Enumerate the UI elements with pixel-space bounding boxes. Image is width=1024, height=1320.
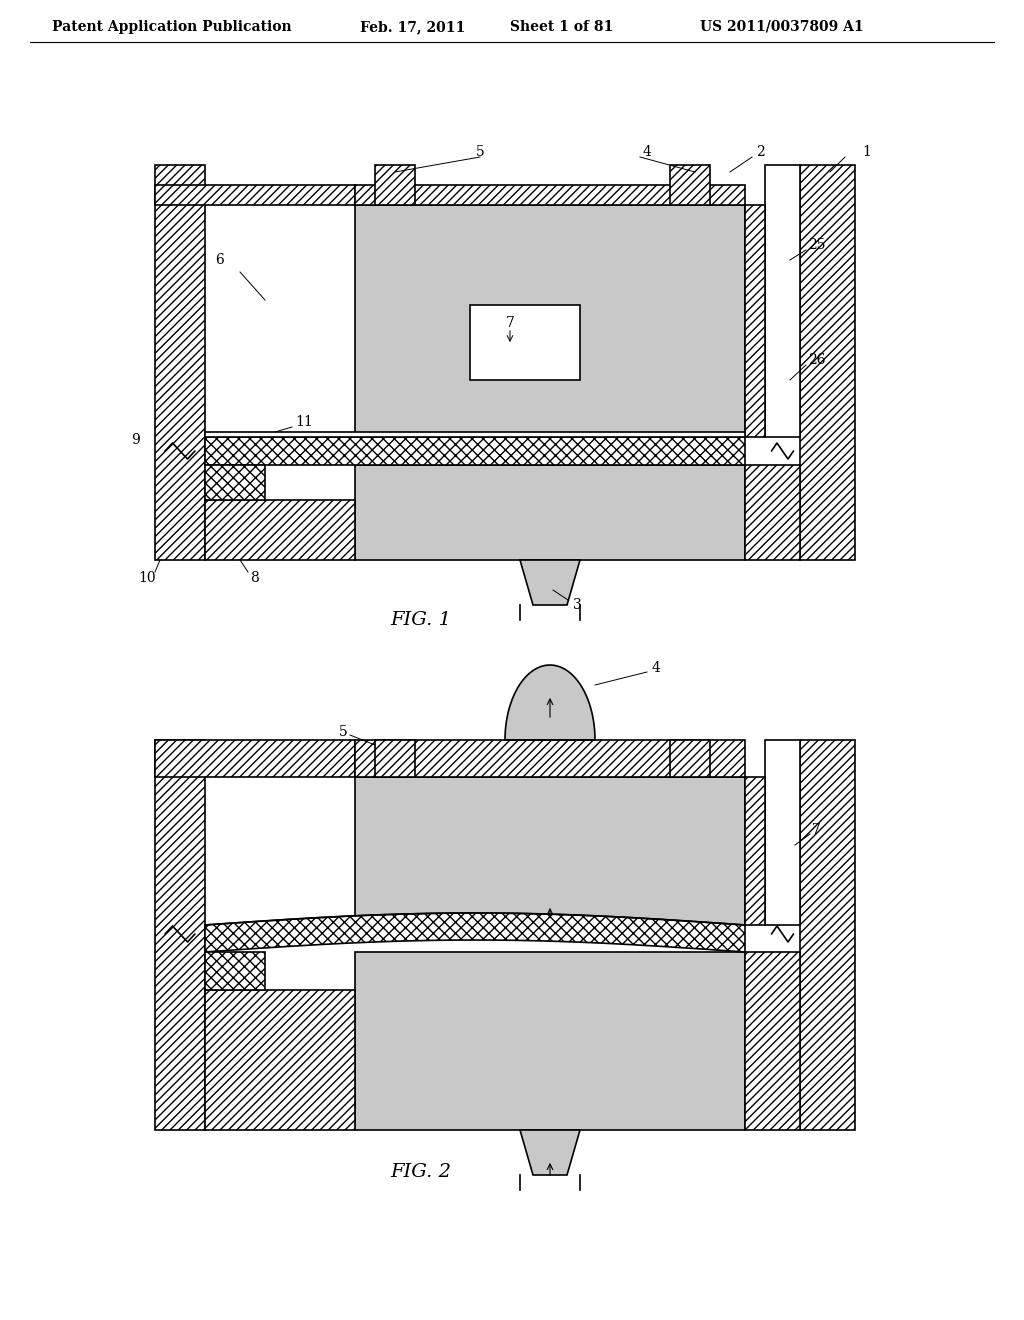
Bar bbox=[155, 165, 855, 560]
Bar bbox=[155, 741, 355, 777]
Text: Sheet 1 of 81: Sheet 1 of 81 bbox=[510, 20, 613, 34]
Text: 3: 3 bbox=[573, 598, 582, 612]
Bar bbox=[205, 437, 745, 465]
Bar bbox=[355, 777, 745, 925]
Polygon shape bbox=[205, 913, 745, 952]
Bar bbox=[205, 432, 745, 437]
Bar bbox=[205, 990, 355, 1130]
Text: 4: 4 bbox=[643, 145, 652, 158]
Polygon shape bbox=[505, 665, 595, 741]
Text: 26: 26 bbox=[808, 352, 825, 367]
Bar bbox=[800, 741, 855, 1130]
Bar bbox=[375, 741, 415, 777]
Text: 25: 25 bbox=[808, 238, 825, 252]
Bar bbox=[470, 305, 580, 380]
Bar bbox=[745, 205, 765, 437]
Text: 11: 11 bbox=[295, 414, 312, 429]
Bar bbox=[205, 465, 265, 500]
Bar bbox=[765, 165, 800, 437]
Bar bbox=[355, 205, 745, 437]
Bar bbox=[745, 952, 800, 1130]
Text: 2: 2 bbox=[756, 145, 765, 158]
Text: Patent Application Publication: Patent Application Publication bbox=[52, 20, 292, 34]
Bar bbox=[355, 185, 745, 205]
Bar bbox=[355, 741, 745, 777]
Bar bbox=[155, 165, 205, 560]
Bar bbox=[205, 952, 265, 990]
Bar bbox=[205, 500, 355, 560]
Text: 7: 7 bbox=[506, 315, 514, 330]
Polygon shape bbox=[520, 1130, 580, 1175]
Bar bbox=[155, 741, 205, 1130]
Text: Feb. 17, 2011: Feb. 17, 2011 bbox=[360, 20, 465, 34]
Bar bbox=[355, 952, 745, 1130]
Text: 7: 7 bbox=[812, 822, 821, 837]
Bar bbox=[375, 165, 415, 205]
Text: US 2011/0037809 A1: US 2011/0037809 A1 bbox=[700, 20, 863, 34]
Bar bbox=[800, 165, 855, 560]
Bar bbox=[670, 741, 710, 777]
Text: 6: 6 bbox=[215, 253, 224, 267]
Text: 8: 8 bbox=[250, 572, 259, 585]
Polygon shape bbox=[520, 560, 580, 605]
Text: 4: 4 bbox=[652, 661, 660, 675]
Bar bbox=[670, 165, 710, 205]
Text: 10: 10 bbox=[138, 572, 156, 585]
Bar bbox=[355, 465, 745, 560]
Text: 5: 5 bbox=[339, 725, 348, 739]
Text: 9: 9 bbox=[131, 433, 140, 447]
Bar bbox=[745, 777, 765, 925]
Bar bbox=[765, 741, 800, 925]
Bar bbox=[155, 185, 355, 205]
Text: 5: 5 bbox=[476, 145, 484, 158]
Text: 1: 1 bbox=[862, 145, 870, 158]
Bar bbox=[155, 741, 855, 1130]
Text: FIG. 1: FIG. 1 bbox=[390, 611, 451, 630]
Bar bbox=[745, 465, 800, 560]
Text: FIG. 2: FIG. 2 bbox=[390, 1163, 451, 1181]
